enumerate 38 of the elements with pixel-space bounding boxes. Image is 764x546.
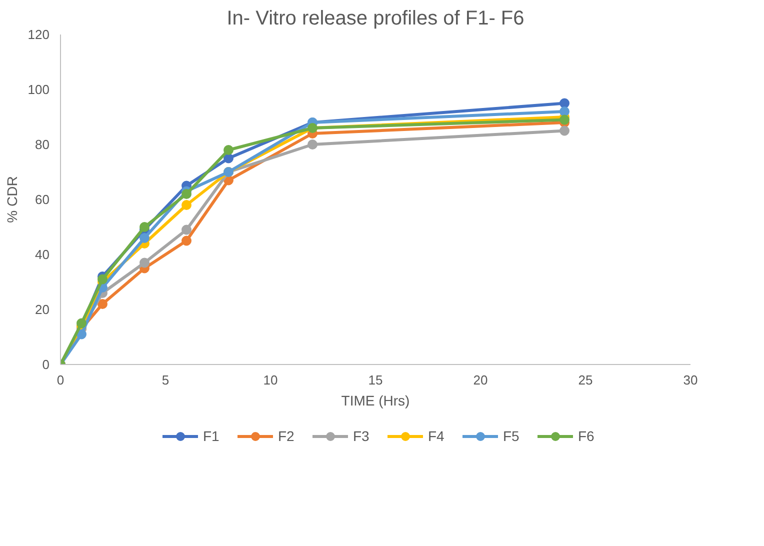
point (560, 98, 570, 108)
x-tick-label: 5 (162, 372, 170, 388)
point (182, 224, 192, 235)
point (308, 140, 318, 150)
legend-label: F1 (203, 428, 220, 444)
legend-label: F5 (503, 428, 520, 444)
point (140, 222, 150, 232)
y-tick-label: 60 (35, 192, 50, 207)
point (560, 126, 570, 136)
x-tick-label: 15 (368, 372, 383, 388)
chart-title: In- Vitro release profiles of F1- F6 (226, 8, 524, 30)
y-tick-label: 80 (35, 137, 50, 152)
legend-label: F2 (278, 428, 296, 444)
x-tick-label: 10 (263, 372, 278, 388)
y-axis-title: % CDR (4, 176, 20, 223)
point (140, 258, 150, 268)
x-axis-title: TIME (Hrs) (341, 392, 410, 408)
point (560, 106, 570, 116)
point (98, 299, 108, 309)
legend-label: F6 (578, 428, 596, 444)
point (224, 145, 234, 155)
point (182, 189, 192, 199)
point (560, 114, 570, 125)
x-tick-label: 0 (56, 372, 64, 388)
point (182, 200, 192, 210)
point (182, 236, 192, 246)
y-tick-label: 100 (28, 82, 50, 97)
x-tick-label: 25 (578, 372, 593, 388)
point (98, 274, 108, 284)
y-tick-label: 40 (35, 247, 50, 262)
legend-label: F3 (353, 428, 370, 444)
y-tick-label: 20 (35, 302, 50, 317)
legend-label: F4 (428, 428, 446, 444)
x-tick-label: 30 (683, 372, 698, 388)
y-tick-label: 0 (42, 357, 50, 372)
y-tick-label: 120 (28, 27, 50, 42)
x-tick-label: 20 (473, 372, 488, 388)
point (140, 233, 150, 243)
